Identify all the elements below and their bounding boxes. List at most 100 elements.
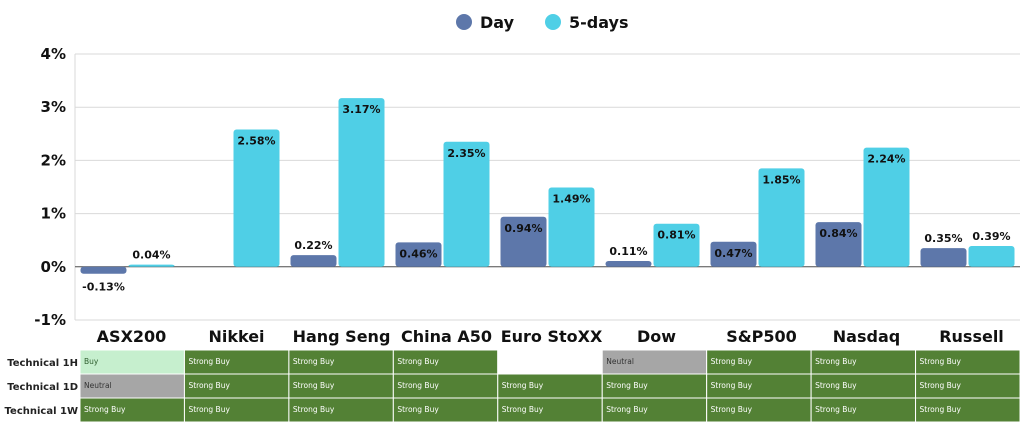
table-cell-text: Strong Buy: [293, 357, 335, 366]
table-cell-text: Strong Buy: [188, 381, 230, 390]
data-label: 0.22%: [294, 239, 332, 252]
table-row-label: Technical 1D: [7, 382, 78, 393]
table-cell: [288, 349, 394, 375]
table-cell-text: Strong Buy: [815, 381, 857, 390]
table-cell-text: Neutral: [606, 357, 634, 366]
category-label: Nikkei: [208, 327, 264, 346]
table-cell: [915, 397, 1021, 423]
day-bar: [920, 248, 967, 267]
y-tick-label: 0%: [41, 258, 66, 276]
y-tick-label: 4%: [41, 45, 66, 63]
table-cell: [706, 349, 812, 375]
legend: Day 5-days: [456, 13, 628, 32]
table-cell: [810, 373, 917, 399]
data-label: 0.11%: [609, 245, 647, 258]
day-bar: [500, 216, 547, 267]
y-tick-label: 3%: [41, 98, 66, 116]
table-cell-text: Strong Buy: [920, 357, 962, 366]
table-cell-text: Strong Buy: [711, 405, 753, 414]
fivedays-bar: [653, 223, 700, 267]
table-cell-text: Buy: [84, 357, 99, 366]
data-label: 0.84%: [819, 227, 857, 240]
fivedays-bar: [968, 246, 1015, 267]
data-label: 2.58%: [237, 135, 275, 148]
table-cell: [183, 373, 290, 399]
fivedays-bar: [338, 98, 385, 267]
fivedays-bar: [233, 129, 280, 267]
data-label: 0.39%: [972, 230, 1010, 243]
table-cell: [183, 397, 290, 423]
day-bar: [290, 255, 337, 267]
table-cell: [392, 349, 499, 375]
grid-lines: [74, 53, 1020, 321]
y-axis: -1% 0% 1% 2% 3% 4%: [34, 45, 66, 329]
day-bar: [815, 222, 862, 267]
table-cell-text: Strong Buy: [502, 405, 544, 414]
data-label: -0.13%: [82, 281, 125, 294]
table-cell: [79, 373, 185, 399]
fivedays-bar: [758, 168, 805, 267]
data-labels: -0.13% 0.04% 2.58% 0.22% 3.17% 0.46% 2.35% 0.94…: [82, 103, 1010, 294]
day-bar: [395, 242, 442, 267]
table-cell: [79, 349, 185, 375]
data-label: 0.47%: [714, 247, 752, 260]
data-label: 0.35%: [924, 232, 962, 245]
table-cell: [497, 397, 603, 423]
table-cell-text: Strong Buy: [815, 357, 857, 366]
y-tick-label: 2%: [41, 151, 66, 169]
fivedays-bar: [863, 147, 910, 267]
legend-day-marker: [456, 14, 472, 30]
y-tick-label: -1%: [34, 311, 66, 329]
day-bar: [80, 266, 127, 274]
table-cell: [392, 373, 499, 399]
category-label: Hang Seng: [293, 327, 391, 346]
data-label: 3.17%: [342, 103, 380, 116]
table-cell: [288, 373, 394, 399]
data-label: 0.94%: [504, 222, 542, 235]
category-labels: ASX200 Nikkei Hang Seng China A50 Euro StoXX…: [97, 327, 1004, 346]
day-bar: [605, 260, 652, 267]
category-label: China A50: [401, 327, 492, 346]
legend-day-label: Day: [480, 13, 515, 32]
table-cell-text: Strong Buy: [397, 357, 439, 366]
table-cell-text: Strong Buy: [188, 405, 230, 414]
table-cell-text: Strong Buy: [606, 405, 648, 414]
data-label: 0.81%: [657, 229, 695, 242]
day-bar: [710, 241, 757, 267]
y-tick-label: 1%: [41, 205, 66, 223]
data-label: 2.24%: [867, 153, 905, 166]
table-row-label: Technical 1W: [5, 406, 78, 417]
table-cell-text: Strong Buy: [711, 381, 753, 390]
table-cell-text: Strong Buy: [397, 405, 439, 414]
category-label: S&P500: [726, 327, 797, 346]
legend-fivedays-marker: [545, 14, 561, 30]
fivedays-bar: [548, 187, 595, 267]
table-cell-text: Strong Buy: [84, 405, 126, 414]
table-cell: [706, 373, 812, 399]
fivedays-bar: [128, 264, 175, 267]
data-label: 1.49%: [552, 193, 590, 206]
table-cell-text: Strong Buy: [188, 357, 230, 366]
table-cell-text: Strong Buy: [293, 381, 335, 390]
category-label: Dow: [637, 327, 676, 346]
data-label: 0.46%: [399, 247, 437, 260]
table-cell: [392, 397, 499, 423]
category-label: Euro StoXX: [501, 327, 603, 346]
table-cell: [288, 397, 394, 423]
table-cell-text: Strong Buy: [293, 405, 335, 414]
table-cell-text: Strong Buy: [815, 405, 857, 414]
category-label: Russell: [939, 327, 1004, 346]
table-cell-text: Strong Buy: [397, 381, 439, 390]
table-cell: [706, 397, 812, 423]
fivedays-bar: [443, 141, 490, 267]
table-cell: [497, 373, 603, 399]
category-label: Nasdaq: [833, 327, 900, 346]
data-label: 0.04%: [132, 249, 170, 262]
table-cell: [497, 349, 603, 375]
table-cell-text: Strong Buy: [920, 405, 962, 414]
technical-table: Technical 1H Buy Strong Buy Strong Buy Stron…: [5, 349, 1021, 423]
table-cell-text: Strong Buy: [920, 381, 962, 390]
category-label: ASX200: [97, 327, 167, 346]
table-cell-text: Neutral: [84, 381, 112, 390]
